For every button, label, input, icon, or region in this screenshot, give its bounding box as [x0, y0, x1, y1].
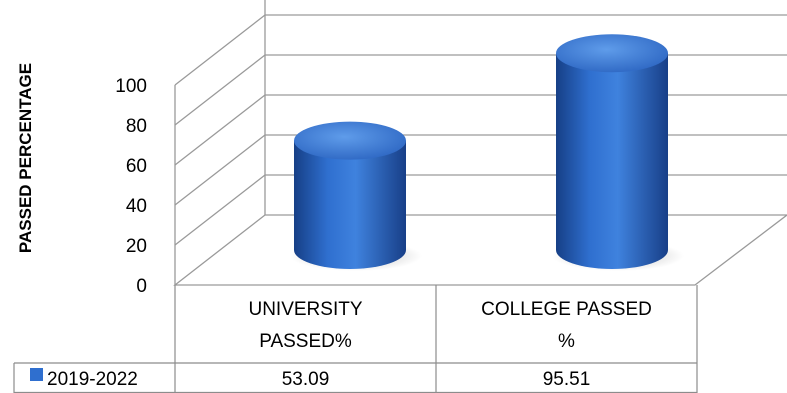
side-gridline [174, 134, 266, 206]
data-table: UNIVERSITY PASSED% COLLEGE PASSED% 2019-202… [13, 285, 698, 393]
bars [290, 34, 684, 271]
legend-swatch [30, 368, 43, 381]
y-axis-ticks: 0 20 40 60 80 100 [115, 76, 147, 297]
chart-frame [173, 0, 787, 286]
y-tick-label: 60 [126, 156, 147, 177]
category-label: UNIVERSITY [248, 299, 362, 320]
bar-body [294, 140, 406, 269]
y-tick-label: 40 [126, 196, 147, 217]
chart-floor [173, 214, 787, 286]
y-tick-label: 80 [126, 116, 147, 137]
category-label: % [558, 331, 575, 352]
data-value: 53.09 [282, 369, 330, 390]
side-gridline [174, 14, 266, 86]
side-gridline [174, 54, 266, 126]
data-value: 95.51 [543, 369, 591, 390]
bar-body [556, 53, 668, 269]
side-gridline [174, 94, 266, 166]
spacer [175, 0, 265, 85]
bar-top [556, 34, 668, 73]
category-label: COLLEGE PASSED [481, 299, 652, 320]
y-axis-label: PASSED PERCENTAGE [16, 63, 35, 253]
bar [290, 121, 422, 271]
y-tick-label: 100 [115, 76, 147, 97]
bar-top [294, 121, 406, 160]
y-tick-label: 0 [136, 276, 147, 297]
side-gridline [174, 174, 266, 246]
series-name: 2019-2022 [47, 369, 138, 390]
y-tick-label: 20 [126, 236, 147, 257]
category-label: PASSED% [259, 331, 352, 352]
bar [552, 34, 684, 271]
